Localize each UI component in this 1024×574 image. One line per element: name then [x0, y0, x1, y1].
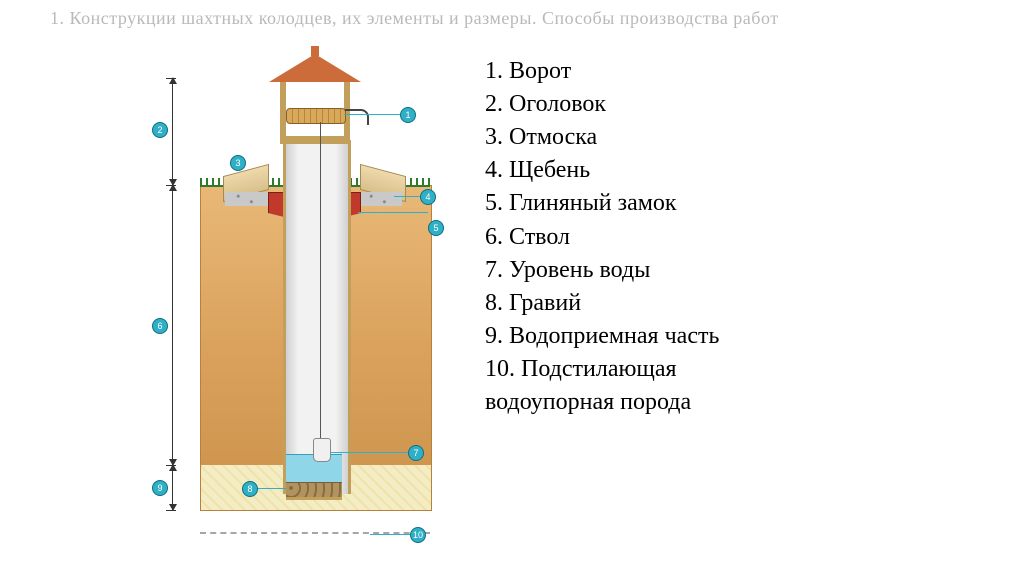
lead-5 — [358, 212, 428, 213]
legend-item: 8. Гравий — [485, 287, 719, 320]
marker-10: 10 — [410, 527, 426, 543]
marker-4: 4 — [420, 189, 436, 205]
bucket — [313, 438, 331, 462]
legend-item: водоупорная порода — [485, 386, 719, 419]
legend: 1. Ворот2. Оголовок3. Отмоска4. Щебень5.… — [485, 55, 719, 419]
post-left — [280, 78, 286, 142]
windlass — [286, 108, 346, 124]
legend-item: 4. Щебень — [485, 154, 719, 187]
lead-7 — [330, 452, 408, 453]
legend-item: 9. Водоприемная часть — [485, 320, 719, 353]
legend-item: 5. Глиняный замок — [485, 187, 719, 220]
lead-10 — [370, 534, 410, 535]
legend-item: 6. Ствол — [485, 221, 719, 254]
dim-9 — [172, 465, 173, 510]
marker-8: 8 — [242, 481, 258, 497]
lead-8 — [256, 488, 286, 489]
dim-label-9: 9 — [152, 480, 168, 496]
marker-5: 5 — [428, 220, 444, 236]
dim-label-6: 6 — [152, 318, 168, 334]
dim-6 — [172, 185, 173, 465]
rope — [320, 122, 321, 440]
dim-label-2: 2 — [152, 122, 168, 138]
legend-item: 1. Ворот — [485, 55, 719, 88]
dim-2 — [172, 78, 173, 185]
crushed-stone-right — [358, 192, 402, 206]
gravel-filter — [286, 482, 342, 500]
roof — [269, 54, 361, 82]
page-title: 1. Конструкции шахтных колодцев, их элем… — [50, 8, 974, 29]
legend-item: 7. Уровень воды — [485, 254, 719, 287]
crushed-stone-left — [225, 192, 269, 206]
roof-tip — [311, 46, 319, 56]
lead-4 — [394, 196, 420, 197]
marker-7: 7 — [408, 445, 424, 461]
marker-3: 3 — [230, 155, 246, 171]
well-diagram: 1 4 5 7 10 3 8 2 6 9 — [130, 40, 440, 560]
lead-1 — [344, 114, 400, 115]
crank-handle — [345, 109, 369, 125]
legend-item: 2. Оголовок — [485, 88, 719, 121]
well-head-trim — [280, 136, 350, 144]
legend-item: 3. Отмоска — [485, 121, 719, 154]
marker-1: 1 — [400, 107, 416, 123]
legend-item: 10. Подстилающая — [485, 353, 719, 386]
bedrock-layer — [200, 512, 430, 560]
